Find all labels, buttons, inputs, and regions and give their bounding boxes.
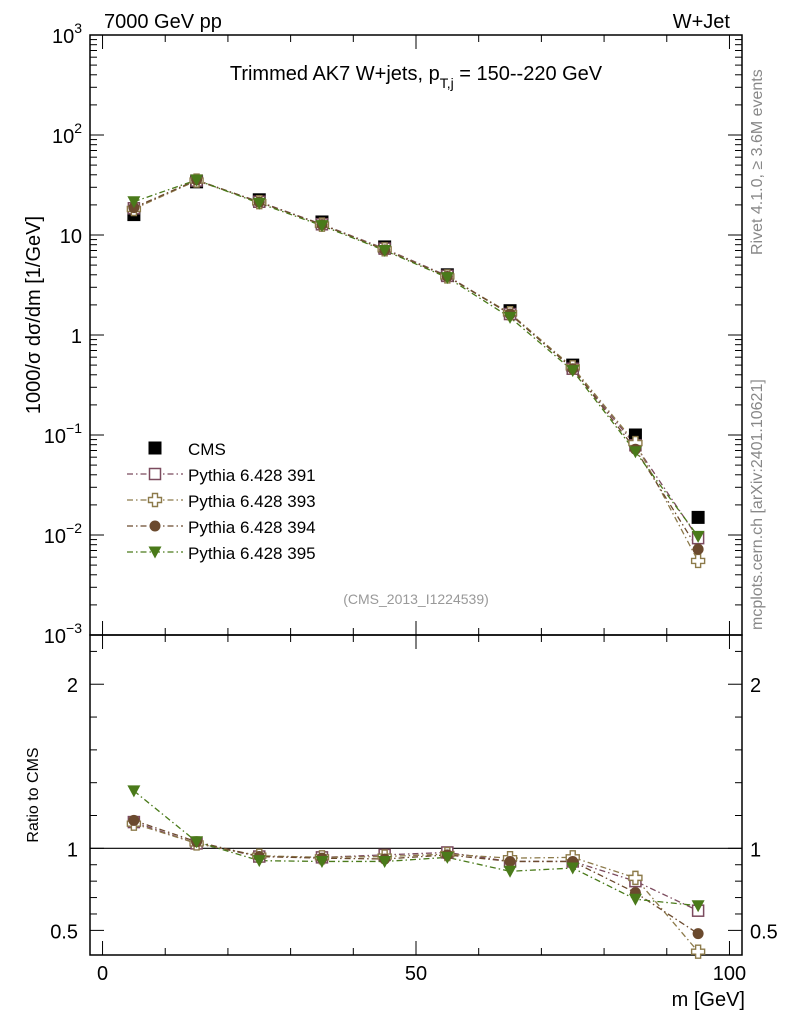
y-tick-label: 10−2 [44, 520, 82, 548]
ratio-y-tick-label: 0.5 [50, 921, 78, 943]
x-tick-label: 50 [405, 963, 427, 985]
ratio-point [628, 870, 643, 886]
legend-label: Pythia 6.428 391 [188, 466, 316, 485]
mc-data-point [127, 196, 141, 209]
x-axis-label: m [GeV] [672, 989, 745, 1011]
main-y-axis-label: 1000/σ dσ/dm [1/GeV] [23, 216, 45, 414]
side-text-bottom: mcplots.cern.ch [arXiv:2401.10621] [749, 379, 766, 630]
legend-label: Pythia 6.428 395 [188, 544, 316, 563]
y-tick-label: 1 [71, 326, 82, 348]
series-line [133, 179, 699, 539]
ratio-point [440, 851, 454, 864]
mc-data-point [190, 174, 204, 187]
x-tick-label: 0 [97, 963, 108, 985]
ratio-point [190, 836, 204, 849]
mc-data-point [440, 272, 454, 285]
ratio-y-tick-label-right: 1 [750, 839, 761, 861]
series-line [133, 179, 699, 537]
analysis-watermark: (CMS_2013_I1224539) [343, 591, 489, 607]
cms-data-point [628, 428, 642, 442]
legend-label: Pythia 6.428 393 [188, 492, 316, 511]
y-tick-label: 10−1 [44, 420, 82, 448]
ratio-point [690, 944, 706, 959]
ratio-point [566, 862, 580, 875]
ratio-point [628, 893, 642, 906]
legend-marker [148, 441, 162, 455]
legend-marker [149, 520, 161, 532]
ratio-axes: 0.5 0.5 1 1 2 2 0 50 100 [50, 635, 778, 985]
ratio-series-line [133, 823, 699, 953]
ratio-point [128, 814, 140, 826]
series-line [133, 179, 699, 562]
ratio-series-line [133, 819, 699, 935]
ratio-point [378, 855, 392, 868]
mc-data-point [503, 311, 517, 324]
cms-data-point [691, 510, 705, 524]
mc-data-point [378, 244, 392, 257]
ratio-point [127, 785, 141, 798]
ratio-panel-frame [89, 634, 743, 956]
mc-data-point [628, 446, 642, 459]
side-text-top: Rivet 4.1.0, ≥ 3.6M events [749, 69, 766, 255]
y-tick-label: 10 [60, 226, 82, 248]
mc-data-point [692, 543, 704, 555]
legend-marker [147, 492, 163, 508]
y-tick-label: 103 [52, 20, 82, 48]
header-left: 7000 GeV pp [104, 11, 222, 33]
ratio-point [692, 928, 704, 940]
mc-data-point [566, 365, 580, 378]
legend-marker [148, 546, 162, 559]
ratio-point [503, 865, 517, 878]
ratio-y-tick-label: 1 [67, 839, 78, 861]
ratio-series-group [126, 785, 706, 959]
mc-data-point [252, 197, 266, 210]
ratio-y-tick-label: 2 [67, 675, 78, 697]
legend-marker [148, 467, 162, 481]
main-title: Trimmed AK7 W+jets, pT,j = 150--220 GeV [230, 63, 603, 91]
ratio-point [315, 855, 329, 868]
main-series-group [126, 173, 706, 569]
x-tick-label: 100 [713, 963, 746, 985]
mc-data-point [690, 553, 706, 569]
series-line [133, 179, 699, 550]
legend: CMS Pythia 6.428 391 Pythia 6.428 393 Pythi… [127, 440, 316, 563]
header-right: W+Jet [673, 11, 731, 33]
ratio-y-tick-label-right: 0.5 [750, 921, 778, 943]
ratio-point [504, 855, 516, 867]
y-tick-label: 102 [52, 120, 82, 148]
ratio-y-axis-label: Ratio to CMS [25, 747, 42, 842]
y-tick-label: 10−3 [44, 620, 82, 648]
ratio-point [691, 900, 705, 913]
mc-data-point [691, 530, 705, 543]
ratio-series-line [133, 790, 699, 907]
ratio-y-tick-label-right: 2 [750, 675, 761, 697]
legend-label: CMS [188, 440, 226, 459]
legend-label: Pythia 6.428 394 [188, 518, 316, 537]
ratio-series-line [133, 821, 699, 912]
ratio-point [252, 855, 266, 868]
mc-data-point [315, 220, 329, 233]
